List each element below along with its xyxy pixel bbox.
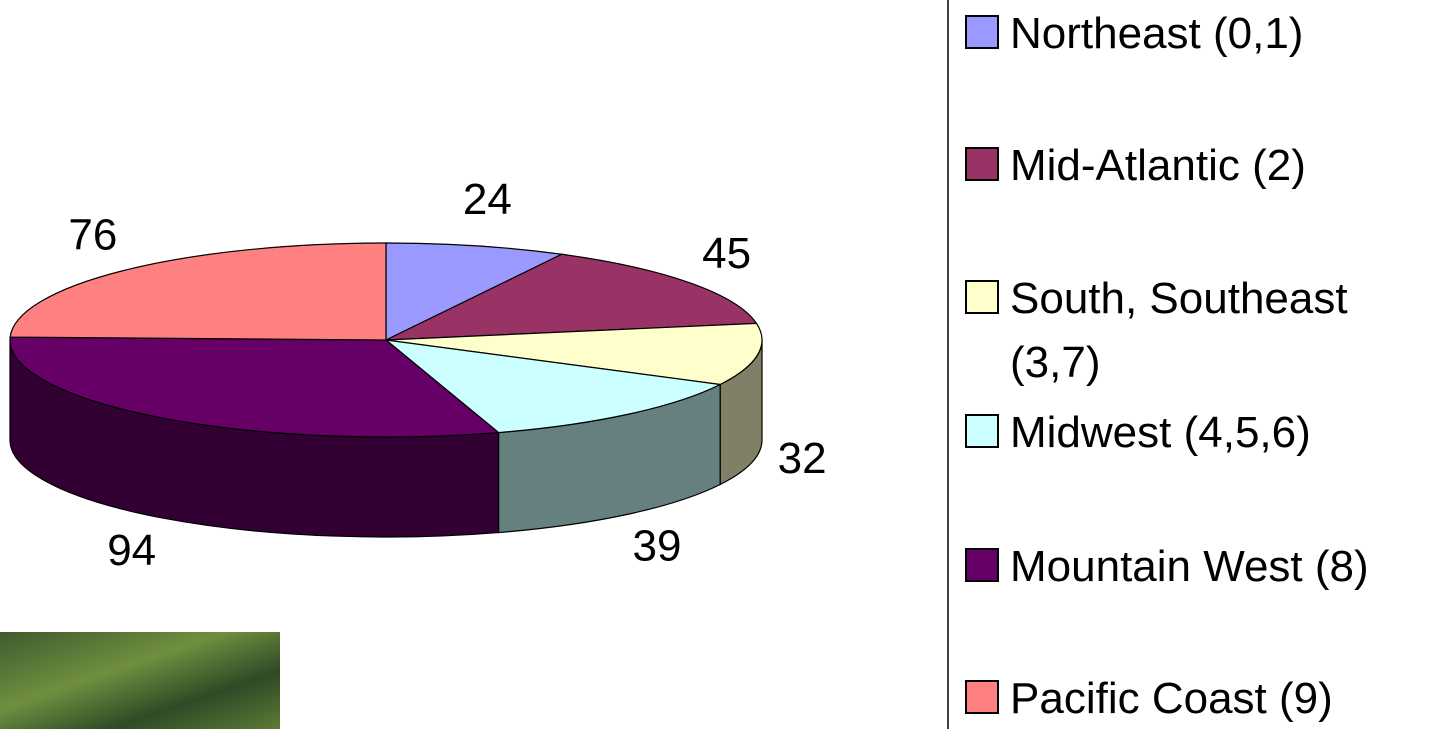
legend-label: Mid-Atlantic (2)	[1010, 141, 1306, 190]
data-label: 76	[68, 211, 117, 260]
legend-item: Pacific Coast (9)	[965, 667, 1435, 729]
legend-label: Pacific Coast (9)	[1010, 674, 1333, 723]
legend-item: Midwest (4,5,6)	[965, 401, 1435, 465]
legend-swatch	[965, 680, 999, 714]
legend-label: Mountain West (8)	[1010, 542, 1369, 591]
legend-item: Mountain West (8)	[965, 535, 1435, 599]
legend-label: South, Southeast (3,7)	[1010, 274, 1348, 387]
photo	[0, 632, 280, 729]
legend-label: Northeast (0,1)	[1010, 9, 1304, 58]
legend-item: Northeast (0,1)	[965, 2, 1435, 66]
slice	[9, 242, 387, 341]
legend-swatch	[965, 280, 999, 314]
legend-label: Midwest (4,5,6)	[1010, 408, 1311, 457]
slice	[385, 242, 564, 341]
data-label: 39	[633, 521, 682, 570]
data-label: 32	[778, 434, 827, 483]
slice	[9, 336, 501, 438]
slice	[385, 322, 763, 386]
data-label: 45	[702, 229, 751, 278]
legend-swatch	[965, 548, 999, 582]
data-label: 94	[107, 526, 156, 575]
slice	[385, 253, 758, 341]
data-label: 24	[463, 175, 512, 224]
legend-item: Mid-Atlantic (2)	[965, 134, 1435, 198]
legend-swatch	[965, 15, 999, 49]
legend-item: South, Southeast (3,7)	[965, 267, 1435, 395]
legend-swatch	[965, 414, 999, 448]
legend-swatch	[965, 147, 999, 181]
slice	[383, 339, 723, 434]
